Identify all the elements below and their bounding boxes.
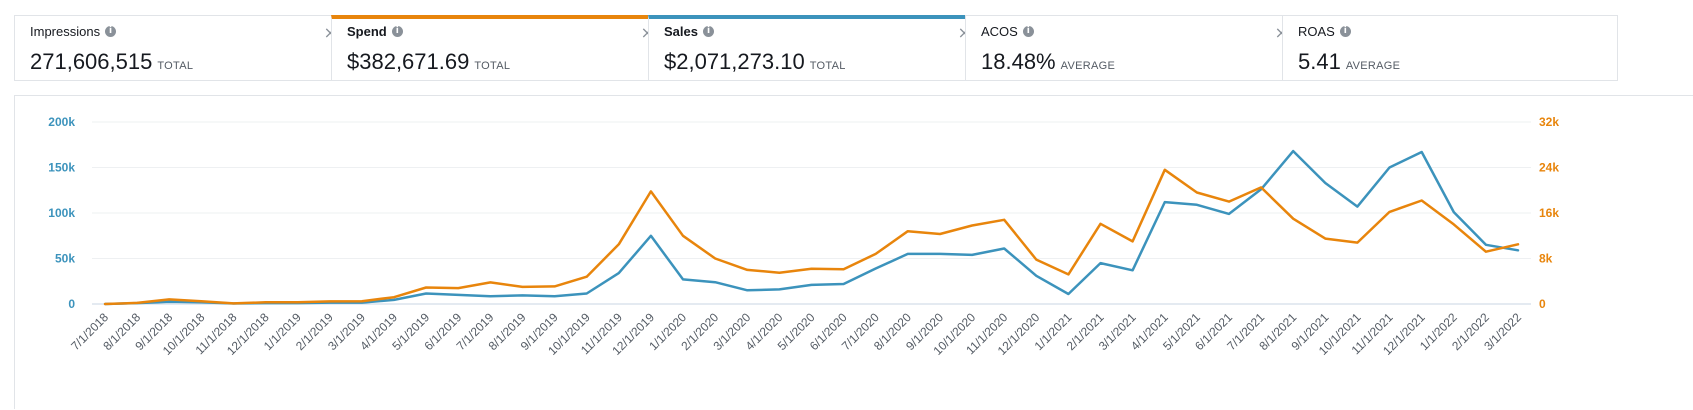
metric-label-wrap: ACOS i xyxy=(981,24,1034,39)
metric-suffix: AVERAGE xyxy=(1060,60,1116,72)
left-axis-tick-label: 100k xyxy=(48,206,75,220)
right-axis-tick-label: 0 xyxy=(1539,297,1546,311)
right-axis-tick-label: 8k xyxy=(1539,252,1553,266)
right-axis-tick-label: 32k xyxy=(1539,115,1559,129)
metric-suffix: TOTAL xyxy=(809,60,846,72)
series-line-spend xyxy=(103,168,1520,306)
metric-label: Spend xyxy=(347,24,387,39)
metric-value: $2,071,273.10 xyxy=(664,49,805,74)
line-chart: 050k100k150k200k08k16k24k32k7/1/20188/1/… xyxy=(48,115,1559,358)
metric-label-wrap: ROAS i xyxy=(1298,24,1351,39)
metric-value-wrap: 18.48% AVERAGE xyxy=(981,49,1115,75)
metric-value: 18.48% xyxy=(981,49,1056,74)
left-axis-tick-label: 50k xyxy=(55,252,75,266)
metric-label: ROAS xyxy=(1298,24,1335,39)
metric-value-wrap: $382,671.69 TOTAL xyxy=(347,49,510,75)
info-icon[interactable]: i xyxy=(1022,26,1034,37)
metric-suffix: TOTAL xyxy=(157,60,194,72)
left-axis-tick-label: 200k xyxy=(48,115,75,129)
metric-suffix: TOTAL xyxy=(474,60,511,72)
info-icon[interactable]: i xyxy=(105,26,117,37)
metric-value: 271,606,515 xyxy=(30,49,153,74)
right-axis-tick-label: 16k xyxy=(1539,206,1559,220)
metric-value-wrap: $2,071,273.10 TOTAL xyxy=(664,49,846,75)
series-line-sales xyxy=(103,149,1520,306)
metric-label-wrap: Impressions i xyxy=(30,24,117,39)
metric-value: $382,671.69 xyxy=(347,49,470,74)
left-axis-tick-label: 0 xyxy=(68,297,75,311)
info-icon[interactable]: i xyxy=(702,26,714,37)
metric-value-wrap: 5.41 AVERAGE xyxy=(1298,49,1400,75)
metric-label: Sales xyxy=(664,24,698,39)
left-axis-tick-label: 150k xyxy=(48,161,75,175)
metric-value: 5.41 xyxy=(1298,49,1341,74)
metric-suffix: AVERAGE xyxy=(1345,60,1401,72)
info-icon[interactable]: i xyxy=(1339,26,1351,37)
info-icon[interactable]: i xyxy=(391,26,403,37)
metric-label-wrap: Spend i xyxy=(347,24,403,39)
right-axis-tick-label: 24k xyxy=(1539,161,1559,175)
metric-value-wrap: 271,606,515 TOTAL xyxy=(30,49,193,75)
metric-label: Impressions xyxy=(30,24,101,39)
metric-label: ACOS xyxy=(981,24,1018,39)
metric-card-acos[interactable]: ACOS i × 18.48%AVERAGE xyxy=(965,15,1301,81)
chart-panel: 0 50k 100k 150k 200k 0 8k 16k 24k 32k 7/1/2018 8/1/… xyxy=(14,95,1693,409)
metric-label-wrap: Sales i xyxy=(664,24,714,39)
metric-card-roas[interactable]: ROAS i 5.41 AVERAGE xyxy=(1282,15,1618,81)
